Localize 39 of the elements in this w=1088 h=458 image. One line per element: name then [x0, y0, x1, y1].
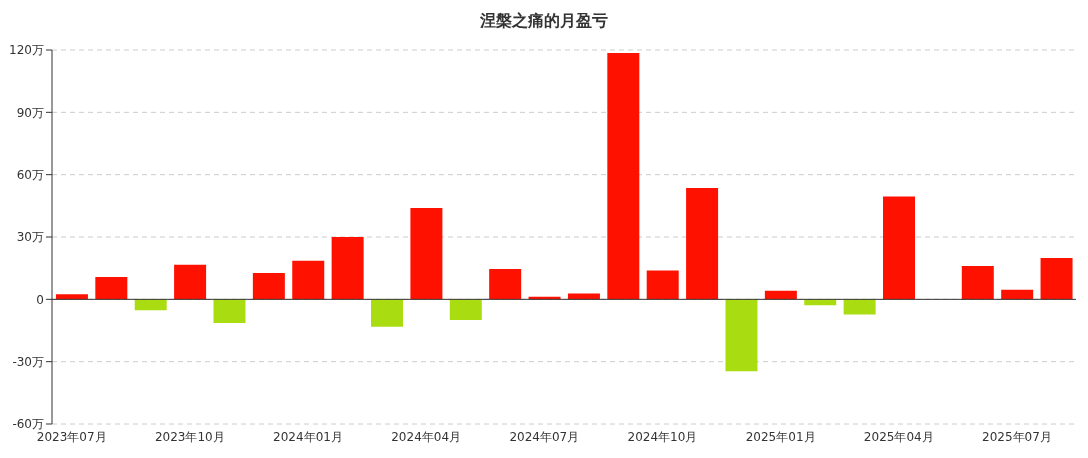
x-tick-label: 2024年07月 [509, 429, 580, 444]
bar [449, 299, 482, 321]
y-tick-label: 90万 [16, 105, 44, 120]
bar [1001, 289, 1034, 300]
x-tick-label: 2024年04月 [391, 429, 462, 444]
bar [883, 196, 916, 300]
bar [1040, 257, 1073, 300]
x-tick-label: 2023年10月 [154, 429, 225, 444]
y-tick-label: 60万 [16, 167, 44, 182]
bar [764, 290, 797, 300]
bar [55, 294, 88, 300]
bar [213, 299, 246, 324]
y-tick-label: 120万 [9, 43, 44, 58]
bar [331, 237, 364, 300]
bar [95, 277, 128, 300]
chart-title: 涅槃之痛的月盈亏 [479, 10, 609, 32]
bar [134, 299, 167, 311]
x-tick-label: 2025年04月 [863, 429, 934, 444]
bar [843, 299, 876, 315]
x-tick-label: 2024年10月 [627, 429, 698, 444]
y-tick-label: -30万 [12, 354, 44, 369]
bar [686, 187, 719, 300]
y-tick-label: -60万 [12, 417, 44, 432]
x-tick-label: 2025年01月 [745, 429, 816, 444]
y-tick-label: 30万 [16, 230, 44, 245]
x-tick-label: 2024年01月 [273, 429, 343, 444]
bar [292, 260, 325, 300]
bar [725, 299, 758, 372]
x-tick-label: 2023年07月 [36, 429, 107, 444]
bar [961, 266, 994, 300]
bar [607, 52, 640, 300]
y-tick-label: 0 [36, 292, 44, 307]
bar [371, 299, 404, 327]
bar [489, 269, 522, 300]
bar [252, 272, 285, 300]
x-tick-label: 2025年07月 [982, 429, 1052, 444]
bar [646, 270, 679, 300]
bar [410, 208, 443, 300]
bar [174, 264, 207, 300]
